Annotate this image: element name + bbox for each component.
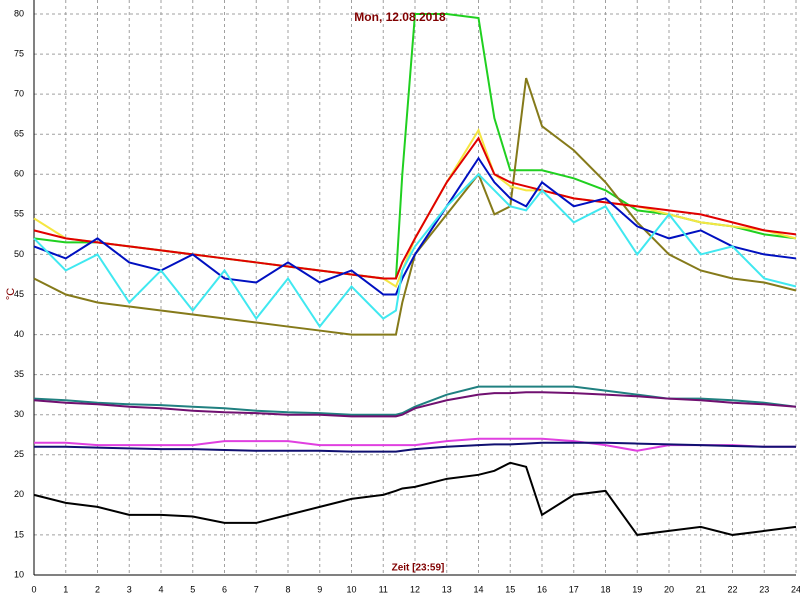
x-tick-label: 14 [473, 584, 483, 594]
series-line [33, 385, 797, 416]
series-line [34, 437, 796, 452]
x-tick-label: 2 [95, 584, 100, 594]
x-tick-label: 19 [632, 584, 642, 594]
series-line [33, 136, 797, 280]
series-line [34, 441, 796, 453]
x-axis-label: Zeit [23:59] [392, 563, 445, 574]
x-tick-label: 15 [505, 584, 515, 594]
x-tick-label: 10 [346, 584, 356, 594]
y-tick-label: 80 [14, 8, 24, 18]
y-tick-label: 35 [14, 369, 24, 379]
y-tick-label: 10 [14, 569, 24, 579]
x-tick-label: 6 [222, 584, 227, 594]
x-tick-label: 16 [537, 584, 547, 594]
y-tick-label: 15 [14, 529, 24, 539]
x-tick-label: 17 [569, 584, 579, 594]
x-tick-label: 3 [127, 584, 132, 594]
y-tick-label: 45 [14, 289, 24, 299]
x-tick-label: 5 [190, 584, 195, 594]
series-line [33, 461, 797, 536]
x-tick-label: 20 [664, 584, 674, 594]
series-line [33, 172, 797, 329]
plot-area [34, 0, 796, 575]
x-tick-label: 18 [600, 584, 610, 594]
y-tick-label: 30 [14, 409, 24, 419]
y-axis-label: °C [5, 288, 17, 300]
x-tick-label: 11 [379, 584, 388, 594]
y-tick-label: 40 [14, 329, 24, 339]
y-tick-label: 55 [14, 209, 24, 219]
x-tick-label: 7 [254, 584, 259, 594]
series-line [33, 156, 797, 296]
x-tick-label: 0 [31, 584, 36, 594]
x-tick-label: 13 [442, 584, 452, 594]
x-tick-label: 8 [285, 584, 290, 594]
x-tick-label: 9 [317, 584, 322, 594]
y-tick-label: 70 [14, 89, 24, 99]
y-tick-label: 20 [14, 489, 24, 499]
x-tick-label: 22 [727, 584, 737, 594]
x-tick-label: 23 [759, 584, 769, 594]
y-tick-label: 60 [14, 169, 24, 179]
x-tick-label: 12 [410, 584, 420, 594]
series-line [33, 391, 797, 418]
y-tick-label: 25 [14, 449, 24, 459]
x-tick-label: 1 [63, 584, 68, 594]
chart-title: Mon, 12.08.2018 [354, 10, 446, 24]
x-tick-label: 24 [791, 584, 800, 594]
x-tick-label: 21 [696, 584, 706, 594]
y-tick-label: 65 [14, 129, 24, 139]
y-tick-label: 75 [14, 48, 24, 58]
y-tick-label: 50 [14, 249, 24, 259]
x-tick-label: 4 [158, 584, 163, 594]
